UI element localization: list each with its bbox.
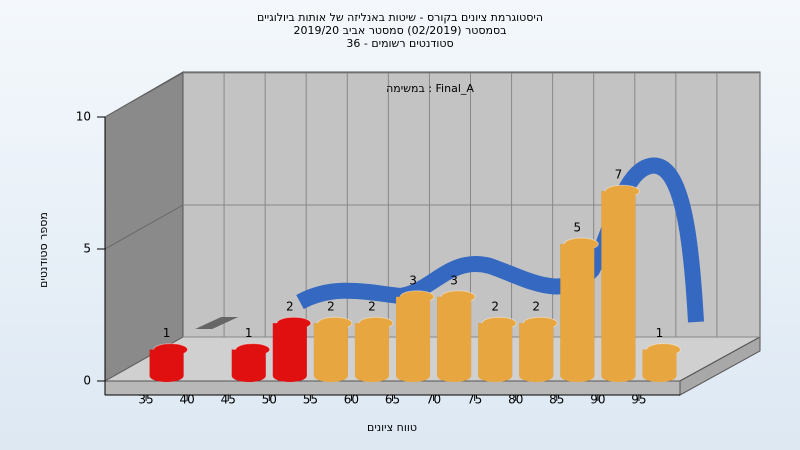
bar — [354, 323, 389, 376]
data-label: 2 — [368, 300, 376, 314]
grid-line — [104, 204, 184, 250]
bar — [149, 349, 184, 376]
data-label: 1 — [245, 326, 253, 340]
bar — [642, 349, 677, 376]
bar — [519, 323, 554, 376]
title: היסטוגרמת ציונים בקורס - שיטות באנליזה ש… — [257, 11, 543, 24]
y-tick-label: 5 — [83, 242, 91, 256]
bar — [313, 323, 348, 376]
data-label: 3 — [409, 273, 417, 287]
bar — [601, 191, 636, 376]
bar — [272, 323, 307, 376]
data-label: 2 — [327, 300, 335, 314]
floor-side — [679, 336, 761, 396]
bar — [195, 317, 239, 329]
y-tick-label: 10 — [76, 110, 91, 124]
y-tick-label: 0 — [83, 374, 91, 388]
grid-line — [104, 72, 184, 118]
y-axis-label: מספר סטודנטים — [37, 212, 50, 288]
title: סטודנטים רשומים - 36 — [346, 37, 453, 50]
title: בסמסטר (02/2019) סמסטר אביב 2019/20 — [293, 24, 506, 37]
data-label: 2 — [286, 300, 294, 314]
bar — [437, 296, 472, 376]
bar — [560, 244, 595, 376]
data-label: 1 — [163, 326, 171, 340]
bar — [396, 296, 431, 376]
x-axis-label: טווח ציונים — [367, 421, 417, 434]
annotation: Final_A : במשימה — [386, 82, 474, 95]
data-label: 2 — [491, 300, 499, 314]
data-label: 3 — [450, 273, 458, 287]
data-label: 2 — [532, 300, 540, 314]
bar — [478, 323, 513, 376]
data-label: 5 — [574, 221, 582, 235]
data-label: 1 — [656, 326, 664, 340]
bar — [231, 349, 266, 376]
data-label: 7 — [615, 168, 623, 182]
